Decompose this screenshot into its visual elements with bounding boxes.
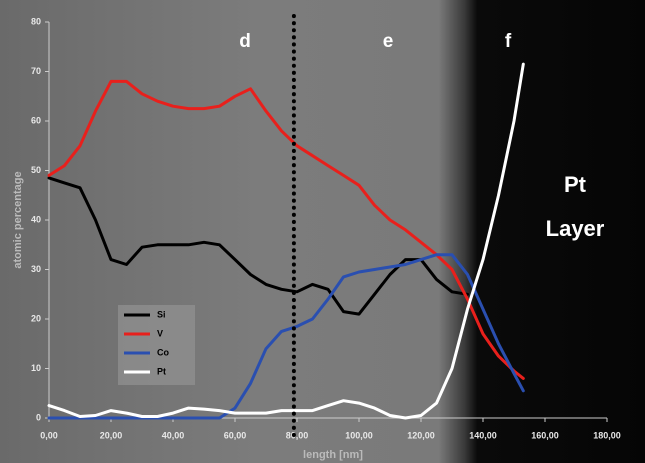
series-line <box>47 253 525 420</box>
y-tick-label: 30 <box>31 264 41 274</box>
annotation: Pt <box>564 172 587 197</box>
x-tick-label: 80,00 <box>286 430 309 440</box>
legend: Si V Co Pt <box>118 305 195 385</box>
annotation: e <box>383 31 394 52</box>
annotation: d <box>239 31 251 52</box>
annotation: Layer <box>546 216 605 241</box>
series-line <box>47 62 525 420</box>
y-tick-label: 60 <box>31 115 41 125</box>
y-axis-label: atomic percentage <box>12 171 24 268</box>
legend-label: Co <box>157 347 169 357</box>
y-tick-label: 40 <box>31 214 41 224</box>
y-tick-label: 50 <box>31 165 41 175</box>
y-tick-label: 80 <box>31 16 41 26</box>
legend-label: Si <box>157 309 166 319</box>
x-tick-label: 120,00 <box>407 430 435 440</box>
x-axis-label: length [nm] <box>303 449 363 461</box>
legend-label: V <box>157 328 163 338</box>
x-tick-label: 100,00 <box>345 430 373 440</box>
y-tick-label: 10 <box>31 363 41 373</box>
x-tick-label: 40,00 <box>162 430 185 440</box>
y-tick-label: 70 <box>31 66 41 76</box>
x-tick-label: 0,00 <box>40 430 58 440</box>
y-tick-label: 0 <box>36 412 41 422</box>
annotation: f <box>505 31 512 52</box>
x-tick-label: 160,00 <box>531 430 559 440</box>
y-tick-label: 20 <box>31 313 41 323</box>
x-tick-label: 60,00 <box>224 430 247 440</box>
series-line <box>47 79 525 380</box>
x-tick-label: 20,00 <box>100 430 123 440</box>
legend-label: Pt <box>157 366 166 376</box>
x-tick-label: 180,00 <box>593 430 621 440</box>
x-tick-label: 140,00 <box>469 430 497 440</box>
